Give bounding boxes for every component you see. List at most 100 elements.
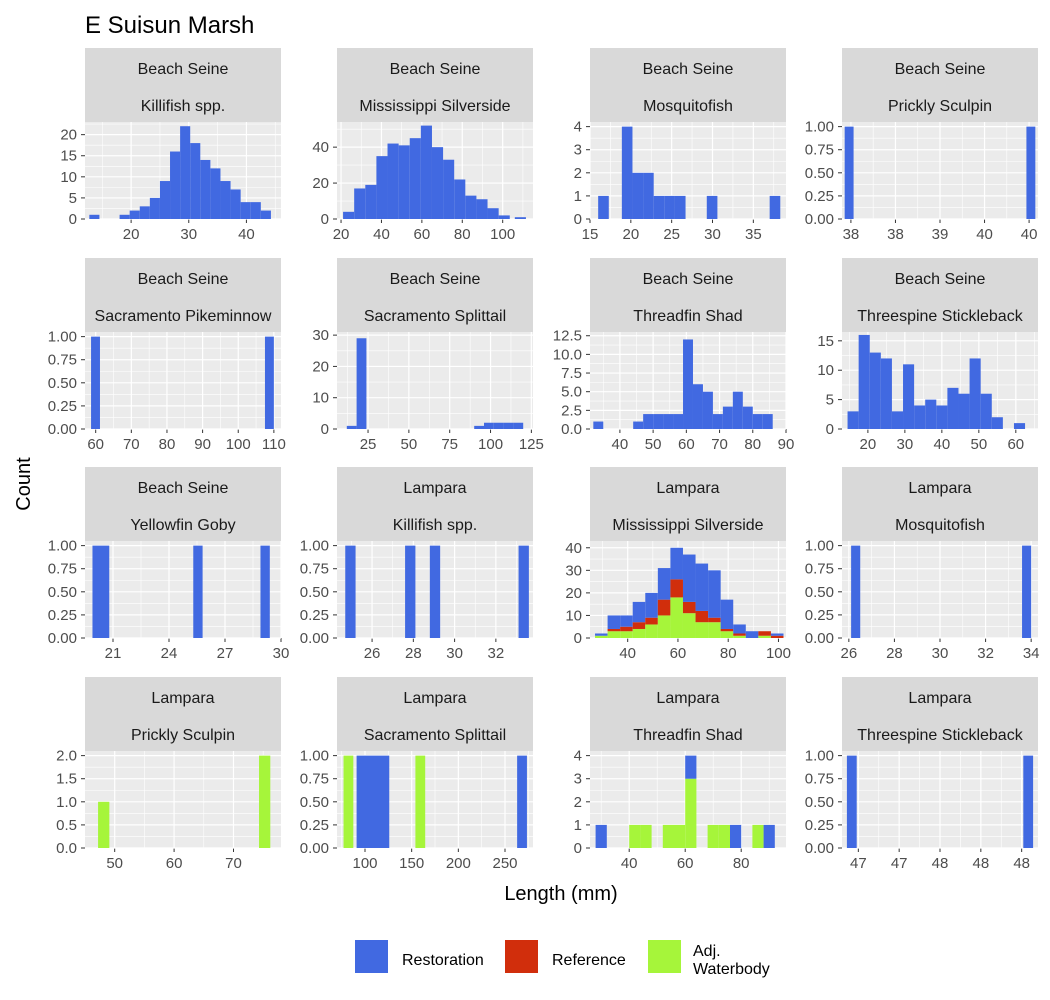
x-tick-label: 50	[970, 436, 987, 453]
histogram-bar	[595, 824, 607, 848]
y-tick-label: 20	[312, 358, 329, 375]
histogram-bar	[657, 599, 671, 616]
y-tick-label: 0.00	[300, 630, 329, 647]
histogram-bar	[398, 145, 410, 219]
facet-strip	[590, 48, 786, 122]
x-tick-label: 30	[446, 645, 463, 662]
histogram-bar	[409, 138, 421, 219]
histogram-bar	[632, 628, 646, 638]
histogram-bar	[682, 601, 696, 614]
x-tick-label: 26	[364, 645, 381, 662]
histogram-bar	[193, 545, 203, 638]
x-tick-label: 28	[886, 645, 903, 662]
y-tick-label: 40	[312, 139, 329, 156]
x-tick-label: 20	[123, 226, 140, 243]
histogram-bar	[708, 617, 721, 623]
x-tick-label: 40	[934, 436, 951, 453]
facet-panel: Lampara Mississippi Silverside 40 60 80 100 0 1…	[565, 467, 791, 662]
histogram-bar	[513, 422, 524, 429]
histogram-bar	[758, 631, 771, 636]
histogram-bar	[695, 563, 709, 611]
y-tick-label: 0.50	[48, 375, 77, 392]
histogram-bar	[844, 126, 854, 219]
histogram-bar	[343, 211, 355, 219]
facet-gear-label: Lampara	[908, 480, 971, 497]
y-tick-label: 3	[574, 142, 582, 159]
facet-species-label: Mississippi Silverside	[612, 517, 763, 534]
histogram-bar	[762, 414, 773, 429]
facet-strip	[590, 467, 786, 541]
histogram-bar	[230, 189, 241, 219]
histogram-bar	[891, 411, 904, 429]
x-tick-label: 40	[612, 436, 629, 453]
x-tick-label: 26	[840, 645, 857, 662]
x-tick-label: 60	[1007, 436, 1024, 453]
y-axis-title: Count	[13, 457, 35, 511]
x-tick-label: 21	[105, 645, 122, 662]
y-tick-label: 4	[574, 748, 582, 765]
histogram-bar	[712, 414, 723, 429]
histogram-bar	[89, 214, 100, 219]
legend-key	[505, 940, 538, 973]
y-tick-label: 10	[60, 169, 77, 186]
y-tick-label: 0	[826, 421, 834, 438]
y-tick-label: 10	[312, 390, 329, 407]
histogram-bar	[643, 414, 654, 429]
facet-species-label: Prickly Sculpin	[131, 727, 235, 744]
x-tick-label: 40	[238, 226, 255, 243]
histogram-bar	[632, 601, 646, 623]
histogram-bar	[847, 411, 859, 429]
facet-panel: Lampara Sacramento Splittail 100 150 200 250 0…	[300, 677, 533, 872]
y-tick-label: 30	[312, 327, 329, 344]
histogram-bar	[720, 628, 734, 632]
facet-gear-label: Beach Seine	[138, 271, 229, 288]
y-tick-label: 5	[69, 190, 77, 207]
y-tick-label: 30	[565, 562, 582, 579]
histogram-bar	[92, 545, 110, 638]
y-tick-label: 3	[574, 771, 582, 788]
histogram-bar	[514, 217, 526, 219]
histogram-bar	[858, 334, 870, 429]
histogram-bar	[708, 622, 721, 638]
histogram-bar	[139, 206, 150, 219]
y-tick-label: 20	[60, 127, 77, 144]
y-tick-label: 20	[565, 585, 582, 602]
x-tick-label: 125	[519, 436, 544, 453]
x-tick-label: 80	[733, 855, 750, 872]
y-tick-label: 0	[321, 211, 329, 228]
x-tick-label: 20	[333, 226, 350, 243]
facet-strip	[590, 677, 786, 751]
histogram-bar	[484, 422, 494, 429]
histogram-bar	[662, 824, 674, 848]
x-tick-label: 60	[87, 436, 104, 453]
facet-strip	[337, 467, 533, 541]
x-tick-label: 50	[645, 436, 662, 453]
histogram-bar	[443, 159, 455, 219]
histogram-bar	[595, 633, 608, 636]
x-tick-label: 40	[373, 226, 390, 243]
histogram-bar	[880, 358, 892, 429]
y-tick-label: 0.00	[805, 840, 834, 857]
y-tick-label: 10.0	[553, 346, 582, 363]
histogram-bar	[200, 159, 211, 219]
facet-species-label: Mosquitofish	[895, 517, 985, 534]
y-tick-label: 0.25	[48, 398, 77, 415]
facet-panel: Lampara Threespine Stickleback 47 47 48 48 48 0…	[805, 677, 1038, 872]
facet-species-label: Mississippi Silverside	[359, 98, 510, 115]
x-axis-title: Length (mm)	[504, 883, 617, 905]
x-tick-label: 48	[1013, 855, 1030, 872]
histogram-bar	[758, 635, 771, 638]
histogram-bar	[518, 545, 529, 638]
x-tick-label: 24	[161, 645, 178, 662]
y-tick-label: 2.0	[56, 748, 77, 765]
histogram-bar	[149, 197, 160, 219]
x-tick-label: 25	[663, 226, 680, 243]
x-tick-label: 40	[976, 226, 993, 243]
y-tick-label: 10	[817, 362, 834, 379]
x-tick-label: 60	[670, 645, 687, 662]
legend-key	[648, 940, 681, 973]
y-tick-label: 5.0	[561, 384, 582, 401]
y-tick-label: 0	[69, 211, 77, 228]
facet-strip	[337, 677, 533, 751]
